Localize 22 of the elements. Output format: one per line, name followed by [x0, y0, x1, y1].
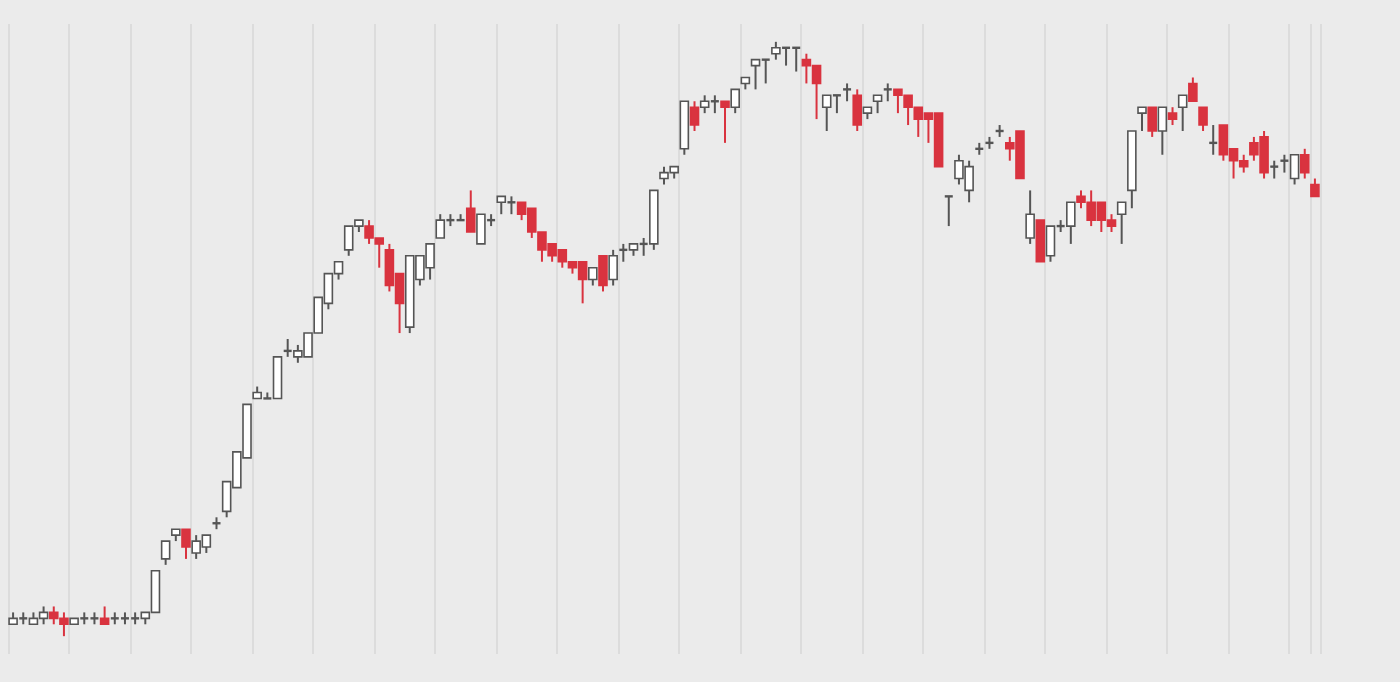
candlestick	[598, 254, 608, 293]
candlestick	[689, 100, 700, 132]
candlestick	[1035, 219, 1046, 263]
candlestick	[465, 189, 476, 234]
candlestick	[720, 100, 730, 144]
candlestick	[1177, 94, 1188, 132]
candlestick	[1147, 106, 1157, 138]
candlestick	[679, 100, 690, 156]
candlestick	[1299, 147, 1310, 180]
candlestick	[608, 248, 618, 287]
candlestick	[1157, 106, 1168, 156]
candlestick	[181, 528, 191, 560]
candlestick	[435, 213, 446, 239]
candlestick	[730, 88, 740, 115]
candlestick	[160, 540, 171, 566]
candlestick	[1198, 106, 1208, 132]
candlestick	[1137, 106, 1147, 132]
candlestick	[1188, 76, 1198, 103]
candlestick	[1116, 201, 1127, 245]
candlestick	[1025, 189, 1035, 245]
candlestick	[852, 88, 863, 132]
candlestick	[943, 195, 954, 228]
